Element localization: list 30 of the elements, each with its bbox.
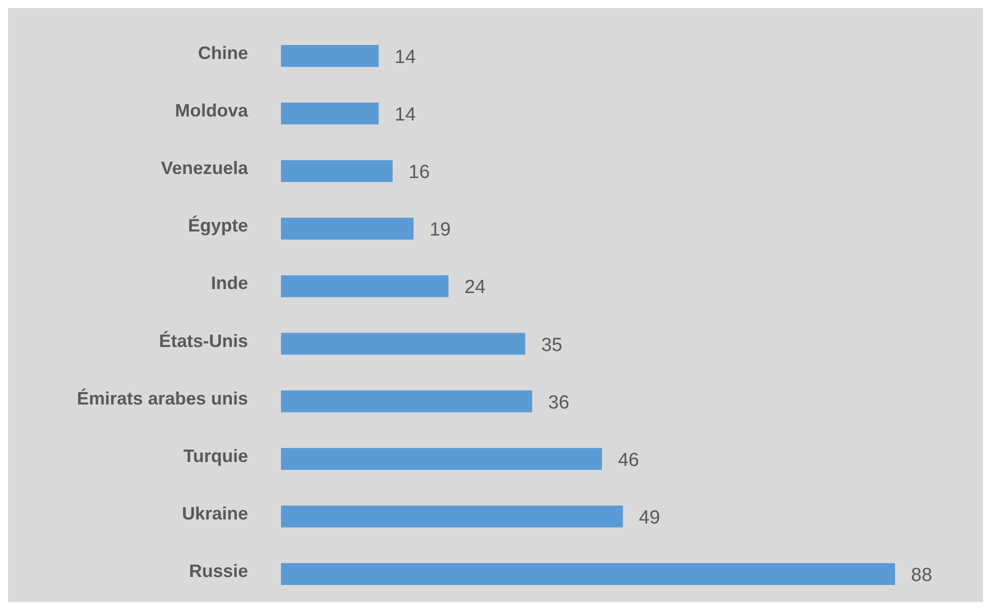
y-tick-label: Moldova: [174, 100, 249, 121]
y-tick-label: États-Unis: [158, 330, 248, 351]
data-label: 24: [464, 277, 486, 298]
y-tick-label: Égypte: [188, 216, 248, 236]
y-tick-label: Ukraine: [182, 503, 248, 524]
y-tick-label: Turquie: [183, 446, 248, 466]
data-label: 14: [394, 46, 416, 68]
bar: [281, 448, 602, 470]
data-label: 16: [408, 162, 430, 184]
data-label: 49: [638, 507, 660, 528]
y-tick-label: Venezuela: [160, 158, 249, 178]
y-tick-label: Russie: [188, 561, 248, 582]
bar: [281, 563, 895, 585]
data-label: 35: [541, 334, 562, 356]
bar: [281, 218, 414, 240]
y-tick-label: Chine: [198, 42, 248, 63]
data-label: 88: [911, 565, 932, 586]
data-label: 46: [618, 450, 640, 471]
bar: [281, 390, 532, 412]
bar: [281, 506, 623, 528]
bar: [281, 45, 379, 67]
y-tick-label: Émirats arabes unis: [76, 388, 248, 408]
y-tick-label: Inde: [210, 273, 248, 294]
bar: [281, 160, 393, 182]
bar: [281, 332, 526, 355]
data-label: 19: [430, 220, 451, 241]
bar: [281, 275, 448, 298]
bar: [281, 102, 379, 124]
data-label: 36: [548, 392, 570, 414]
data-label: 14: [394, 104, 416, 126]
